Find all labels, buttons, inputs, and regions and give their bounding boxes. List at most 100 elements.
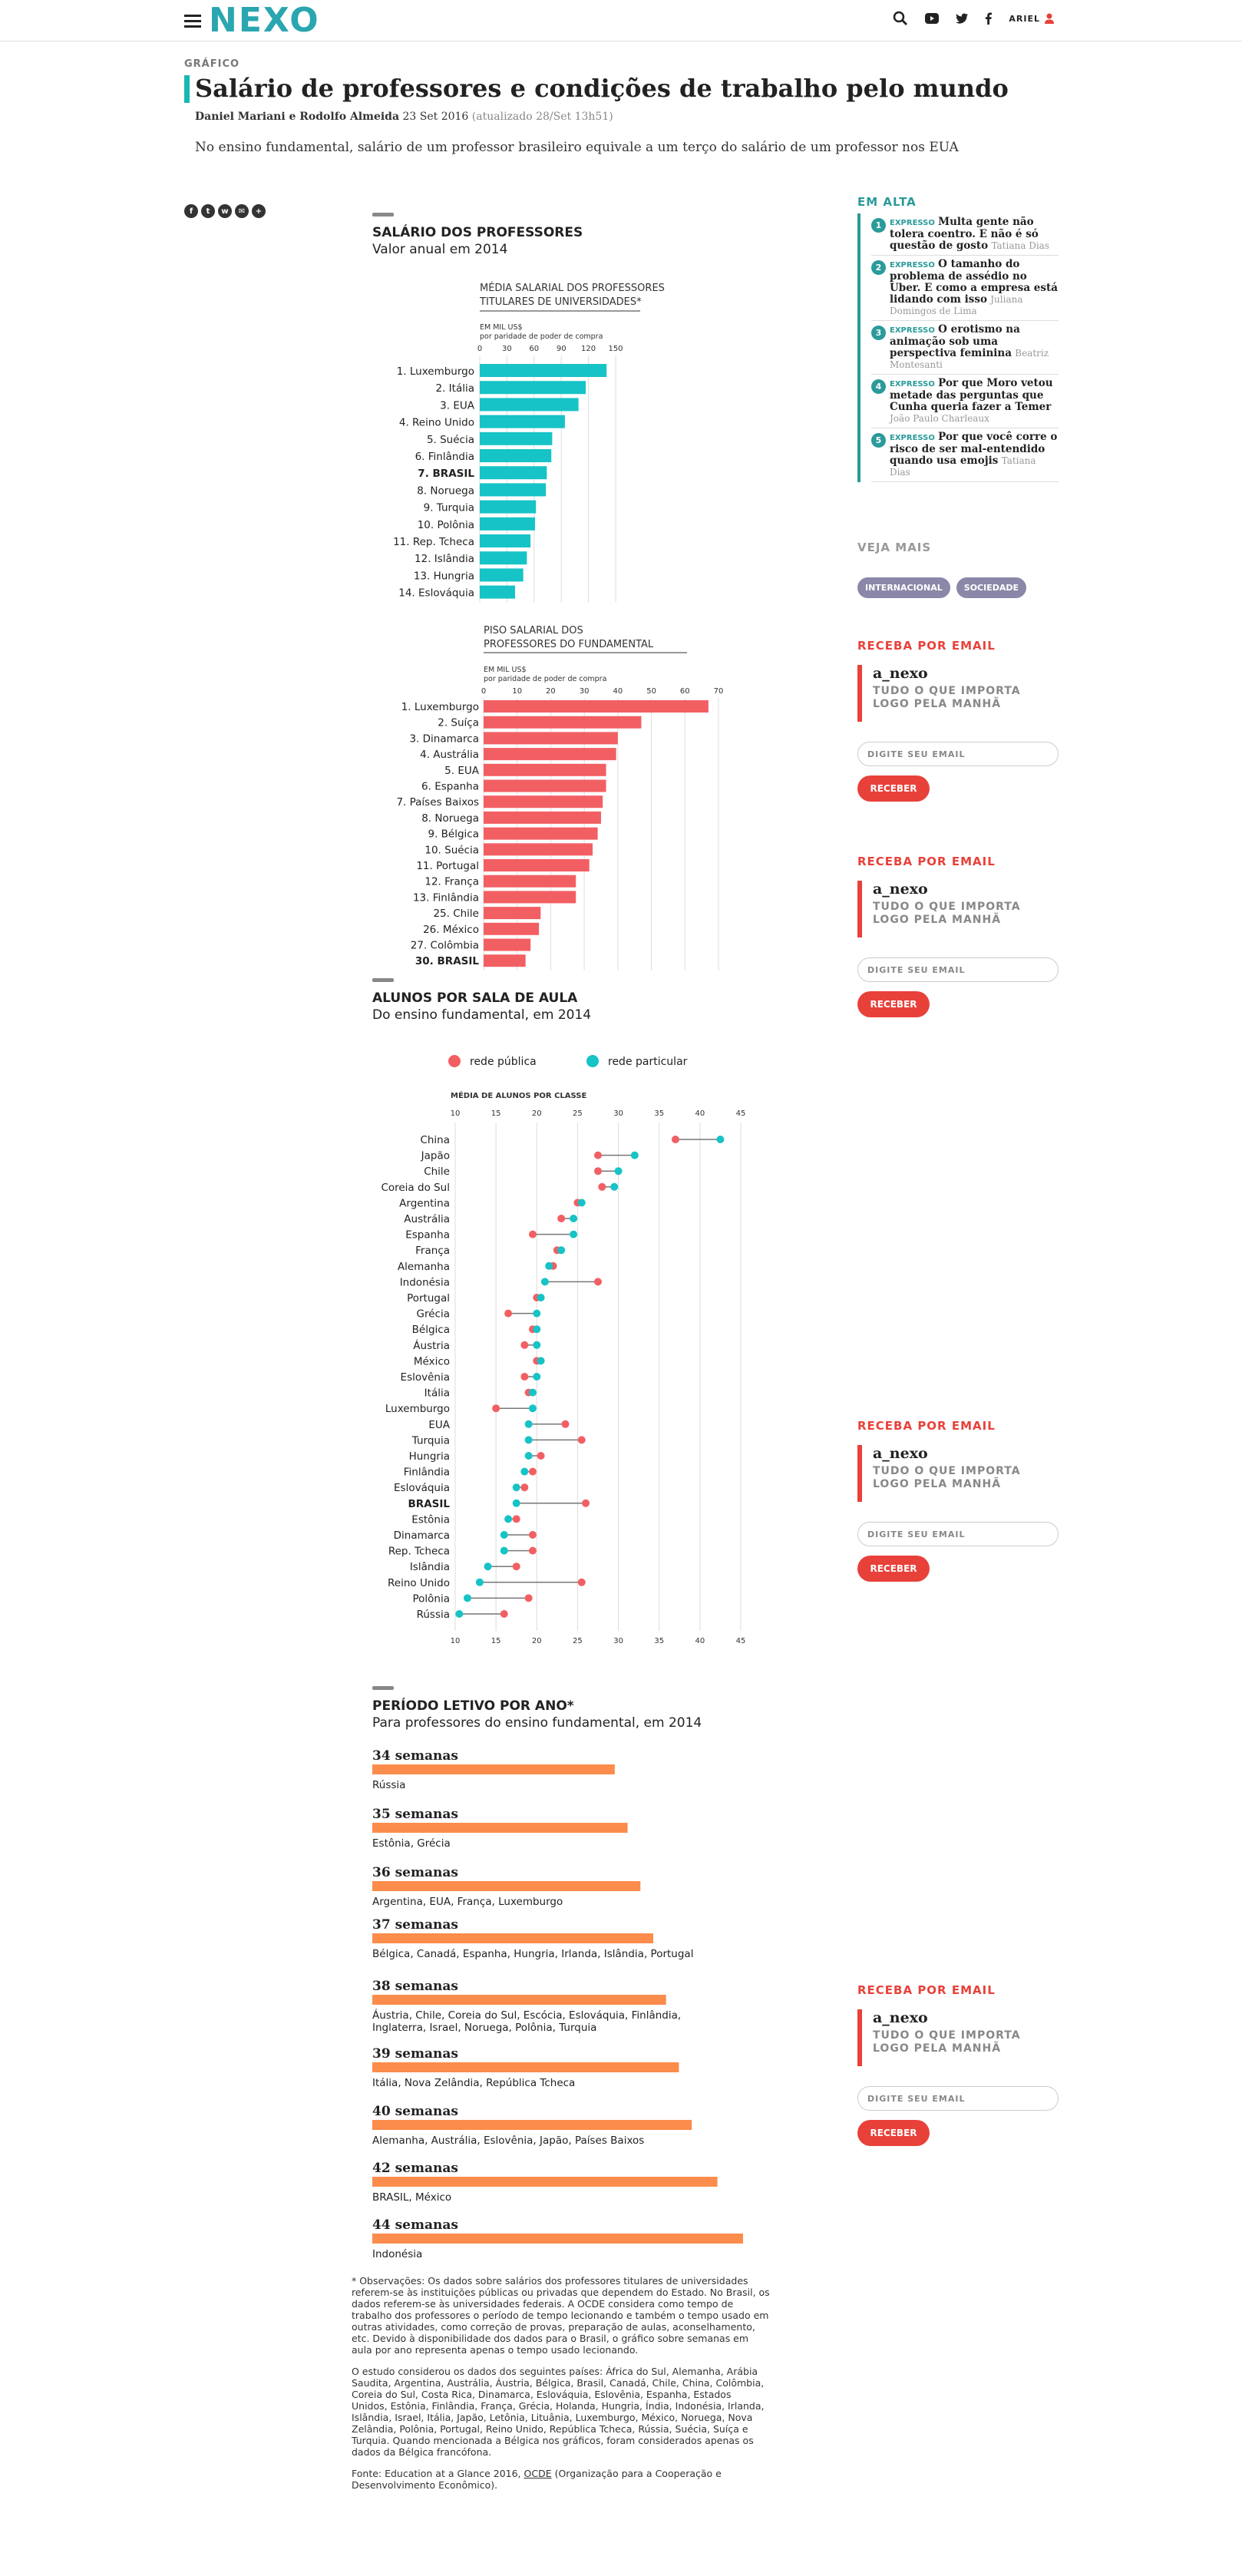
article-updated: (atualizado 28/Set 13h51) bbox=[471, 111, 613, 123]
newsletter-submit-button[interactable]: RECEBER bbox=[857, 991, 930, 1017]
user-icon[interactable] bbox=[1045, 13, 1054, 24]
trending-title[interactable]: O erotismo na animação sob uma perspecti… bbox=[890, 323, 1020, 359]
newsletter-logo: a_nexo bbox=[873, 2009, 928, 2026]
bar-label: 11. Rep. Tcheca bbox=[393, 536, 474, 548]
newsletter-promo: a_nexo TUDO O QUE IMPORTA LOGO PELA MANHÃ bbox=[857, 881, 1059, 937]
section-title: ALUNOS POR SALA DE AULA bbox=[372, 990, 578, 1006]
x-tick-label: 20 bbox=[532, 1637, 542, 1645]
trending-title[interactable]: Por que Moro vetou metade das perguntas … bbox=[890, 377, 1053, 413]
trending-item[interactable]: 3 EXPRESSO O erotismo na animação sob uma… bbox=[871, 321, 1059, 375]
twitter-share-icon[interactable]: t bbox=[201, 204, 215, 218]
point-public bbox=[524, 1594, 533, 1602]
bar bbox=[484, 795, 603, 809]
newsletter-submit-button[interactable]: RECEBER bbox=[857, 2120, 930, 2146]
row-label: Itália bbox=[424, 1387, 450, 1400]
section-marker bbox=[372, 213, 394, 217]
facebook-icon[interactable] bbox=[985, 12, 993, 25]
legend-swatch-private bbox=[586, 1055, 599, 1067]
section-title: PERÍODO LETIVO POR ANO* bbox=[372, 1697, 574, 1714]
legend-label-private: rede particular bbox=[608, 1056, 688, 1068]
point-private bbox=[455, 1610, 464, 1618]
user-name[interactable]: ARIEL bbox=[1009, 13, 1040, 24]
trending-item[interactable]: 1 EXPRESSO Multa gente não tolera coentro… bbox=[871, 213, 1059, 256]
whatsapp-share-icon[interactable]: w bbox=[218, 204, 232, 218]
point-public bbox=[671, 1136, 679, 1143]
newsletter-email-input[interactable]: DIGITE SEU EMAIL bbox=[857, 742, 1059, 766]
section-marker bbox=[372, 978, 394, 982]
newsletter-logo: a_nexo bbox=[873, 665, 928, 682]
weeks-label: 39 semanas bbox=[372, 2046, 458, 2062]
newsletter-submit-button[interactable]: RECEBER bbox=[857, 775, 930, 802]
newsletter-email-input[interactable]: DIGITE SEU EMAIL bbox=[857, 1522, 1059, 1546]
trending-title[interactable]: O tamanho do problema de assédio no Uber… bbox=[890, 258, 1058, 306]
row-label: Portugal bbox=[407, 1292, 450, 1305]
weeks-countries: Indonésia bbox=[372, 2248, 422, 2260]
row-label: Coreia do Sul bbox=[381, 1182, 450, 1194]
weeks-countries: Áustria, Chile, Coreia do Sul, Escócia, … bbox=[372, 2009, 681, 2022]
bar-label: 13. Hungria bbox=[414, 570, 474, 582]
trending-item[interactable]: 2 EXPRESSO O tamanho do problema de asséd… bbox=[871, 256, 1059, 321]
bar bbox=[484, 779, 606, 792]
point-public bbox=[557, 1215, 566, 1222]
menu-icon[interactable] bbox=[184, 15, 201, 28]
point-private bbox=[614, 1167, 623, 1176]
point-private bbox=[545, 1262, 553, 1270]
tag-internacional[interactable]: INTERNACIONAL bbox=[857, 577, 950, 598]
point-private bbox=[463, 1594, 471, 1602]
source-link[interactable]: OCDE bbox=[524, 2468, 552, 2479]
bar-label: 25. Chile bbox=[433, 908, 479, 920]
point-private bbox=[528, 1404, 537, 1413]
newsletter-email-input[interactable]: DIGITE SEU EMAIL bbox=[857, 2086, 1059, 2111]
chart-unit-note: por paridade de poder de compra bbox=[480, 332, 603, 341]
point-private bbox=[630, 1151, 639, 1159]
trending-title[interactable]: Multa gente não tolera coentro. E não é … bbox=[890, 216, 1039, 252]
point-private bbox=[512, 1499, 520, 1507]
search-icon[interactable] bbox=[893, 11, 908, 26]
row-label: Reino Unido bbox=[388, 1577, 450, 1589]
point-private bbox=[610, 1182, 619, 1191]
bar-label: 1. Luxemburgo bbox=[401, 701, 479, 713]
weeks-countries: Bélgica, Canadá, Espanha, Hungria, Irlan… bbox=[372, 1948, 693, 1960]
bar bbox=[480, 500, 537, 514]
notes-countries: O estudo considerou os dados dos seguint… bbox=[352, 2366, 765, 2458]
x-tick-label: 15 bbox=[491, 1109, 501, 1118]
point-private bbox=[540, 1278, 549, 1286]
point-private bbox=[528, 1388, 537, 1397]
row-label: Estônia bbox=[411, 1513, 450, 1526]
trending-title[interactable]: Por que você corre o risco de ser mal-en… bbox=[890, 431, 1058, 467]
trending-item[interactable]: 4 EXPRESSO Por que Moro vetou metade das … bbox=[871, 375, 1059, 428]
weeks-countries: Itália, Nova Zelândia, República Tcheca bbox=[372, 2077, 575, 2089]
trending-number: 5 bbox=[871, 433, 886, 448]
chart-title: PROFESSORES DO FUNDAMENTAL bbox=[484, 639, 654, 650]
more-share-icon[interactable]: + bbox=[252, 204, 266, 218]
point-public bbox=[582, 1499, 590, 1507]
veja-mais-heading: VEJA MAIS bbox=[857, 541, 932, 554]
bar-label: 27. Colômbia bbox=[411, 940, 479, 952]
bar bbox=[484, 748, 616, 761]
twitter-icon[interactable] bbox=[956, 13, 969, 24]
youtube-icon[interactable] bbox=[925, 13, 940, 24]
point-public bbox=[528, 1546, 537, 1555]
site-logo[interactable]: NEXO bbox=[209, 1, 320, 40]
chart-title: PISO SALARIAL DOS bbox=[484, 625, 583, 637]
trending-tag: EXPRESSO bbox=[890, 326, 935, 335]
newsletter-heading: RECEBA POR EMAIL bbox=[857, 1983, 996, 1997]
point-private bbox=[524, 1452, 533, 1460]
email-share-icon[interactable]: ✉ bbox=[235, 204, 249, 218]
row-label: Rússia bbox=[417, 1609, 450, 1621]
bar bbox=[480, 415, 565, 428]
newsletter-email-input[interactable]: DIGITE SEU EMAIL bbox=[857, 957, 1059, 982]
bar-label: 8. Noruega bbox=[421, 812, 479, 825]
facebook-share-icon[interactable]: f bbox=[184, 204, 198, 218]
notes-source: Fonte: Education at a Glance 2016, OCDE … bbox=[352, 2468, 770, 2491]
point-private bbox=[504, 1515, 513, 1523]
tag-sociedade[interactable]: SOCIEDADE bbox=[956, 577, 1027, 598]
section-subtitle: Para professores do ensino fundamental, … bbox=[372, 1715, 702, 1731]
weeks-countries: Inglaterra, Israel, Noruega, Polônia, Tu… bbox=[372, 2022, 596, 2034]
point-private bbox=[484, 1562, 492, 1571]
row-label: Eslováquia bbox=[394, 1482, 450, 1494]
trending-item[interactable]: 5 EXPRESSO Por que você corre o risco de … bbox=[871, 428, 1059, 482]
x-tick-label: 30 bbox=[502, 345, 512, 353]
newsletter-submit-button[interactable]: RECEBER bbox=[857, 1556, 930, 1582]
x-tick-label: 25 bbox=[573, 1109, 583, 1118]
